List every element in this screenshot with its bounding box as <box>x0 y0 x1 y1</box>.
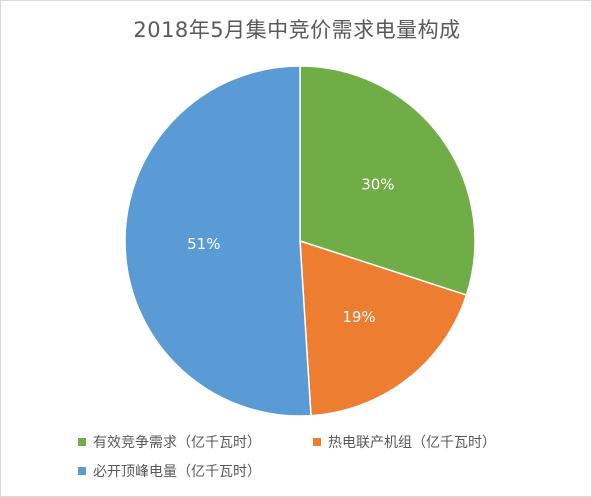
pie-slices <box>124 65 476 417</box>
pie-data-label: 30% <box>361 175 394 193</box>
pie-data-label: 19% <box>342 308 375 326</box>
pie-data-labels: 30% 19% 51% <box>187 175 394 326</box>
pie-data-label: 51% <box>187 235 220 253</box>
pie-slice-must-run-peak <box>124 65 312 417</box>
pie-slice-effective-demand <box>299 65 476 297</box>
pie-slice-chp-units <box>299 239 468 417</box>
chart-title: 2018年5月集中竞价需求电量构成 <box>133 18 461 42</box>
